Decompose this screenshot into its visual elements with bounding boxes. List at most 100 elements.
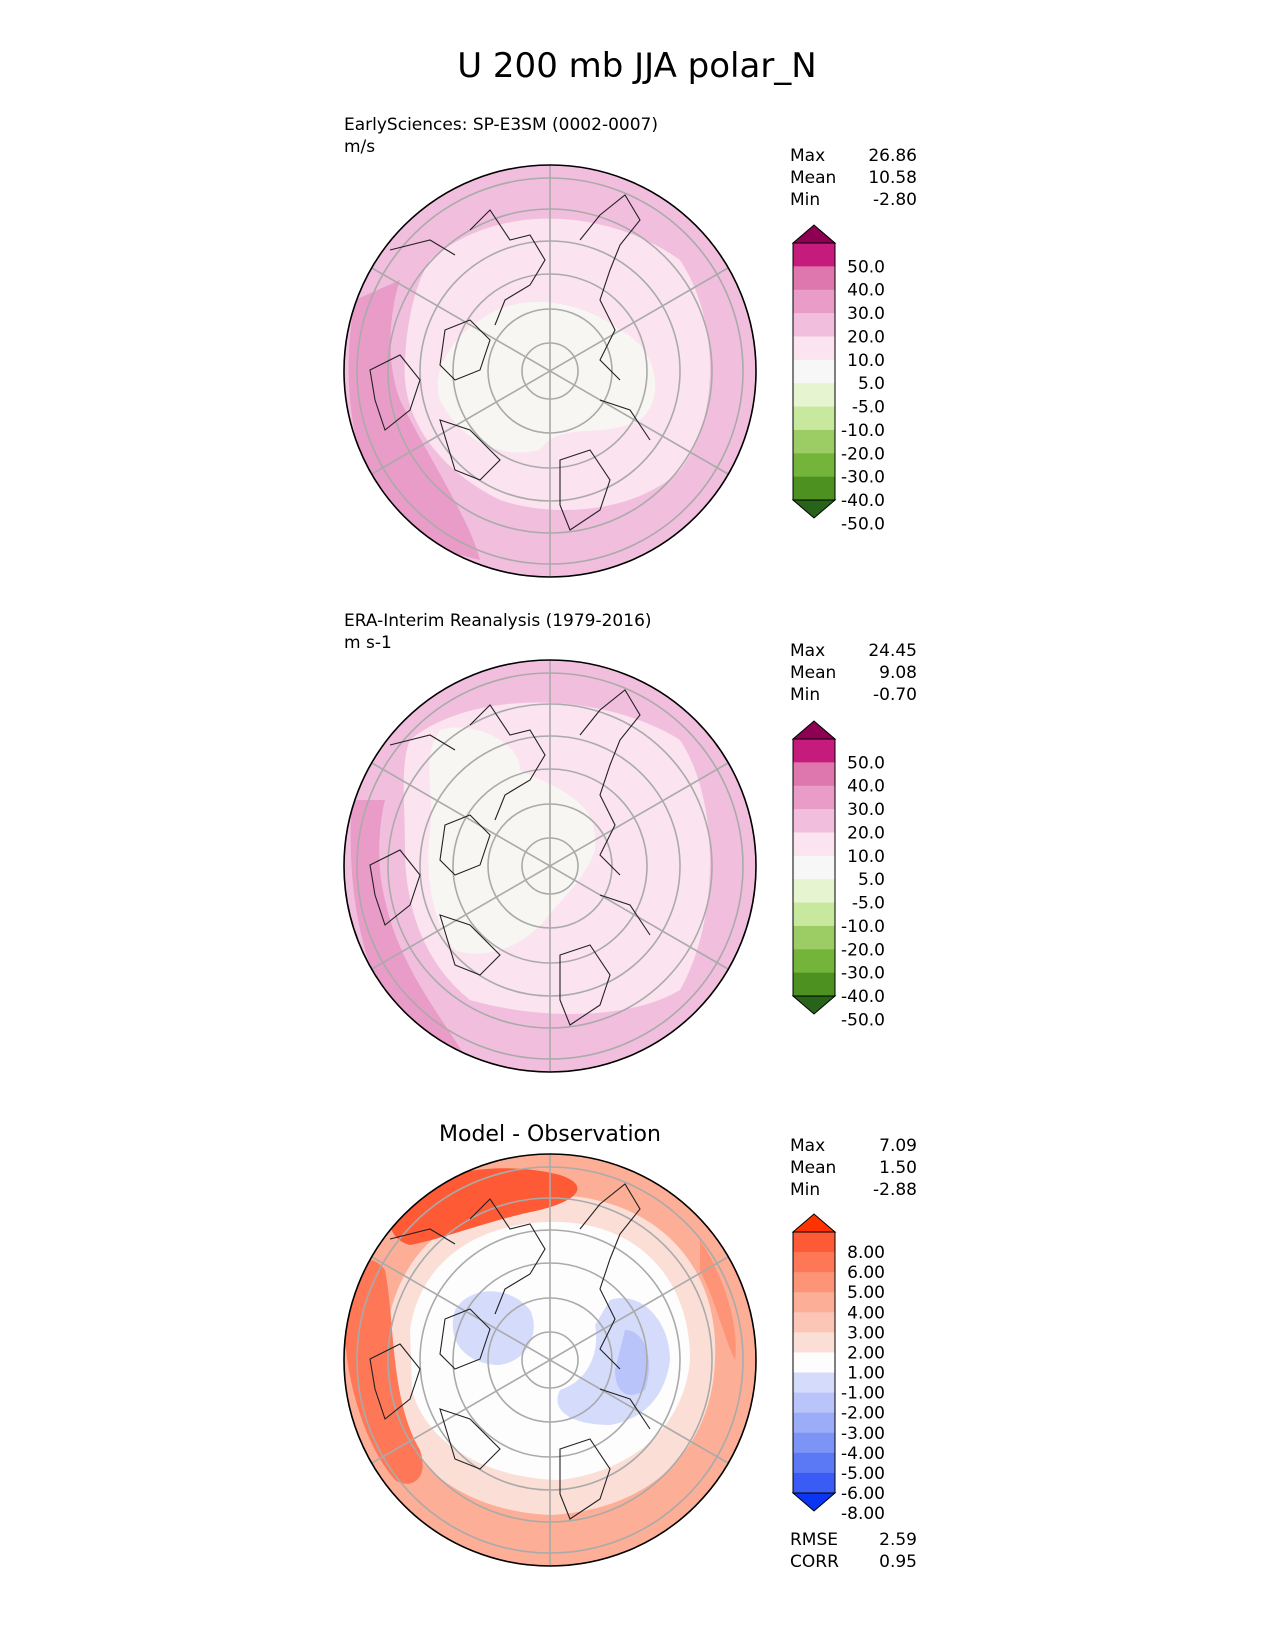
colorbar-segment [793, 1372, 835, 1394]
stat-value: 10.58 [868, 168, 917, 188]
colorbar-segment [793, 359, 835, 384]
colorbar-tick-label: -6.00 [841, 1484, 885, 1504]
graticule [356, 660, 744, 1072]
graticule [356, 165, 744, 577]
coastlines [369, 194, 651, 531]
colorbar-tick-label: 40.0 [847, 281, 885, 301]
stat-label: Min [790, 685, 820, 705]
colorbar-tick-label: -1.00 [841, 1384, 885, 1404]
colorbar-tick-label: 6.00 [847, 1263, 885, 1283]
negative-core-east [615, 1330, 649, 1395]
colorbar-tick-label: 50.0 [847, 257, 885, 277]
figure-title: U 200 mb JJA polar_N [457, 46, 817, 86]
stat-value: 2.59 [879, 1530, 917, 1550]
colorbar-tick-label: -40.0 [841, 987, 885, 1007]
colorbar-tick-label: 2.00 [847, 1343, 885, 1363]
colorbar-tick-label: 5.00 [847, 1283, 885, 1303]
stat-value: 26.86 [868, 146, 917, 166]
colorbar-extend-min [791, 499, 837, 519]
colorbar-segment [793, 949, 835, 974]
stat-value: 7.09 [879, 1136, 917, 1156]
colorbar-segment [793, 336, 835, 361]
colorbar-extend-max [791, 1213, 837, 1233]
polar-map-model [343, 164, 757, 578]
polar-map-reference [343, 659, 757, 1073]
colorbar-tick-label: -50.0 [841, 1010, 885, 1030]
colorbar-segment [793, 1432, 835, 1454]
stat-value: 9.08 [879, 663, 917, 683]
stat-value: -2.88 [873, 1180, 917, 1200]
colorbar-segment [793, 1472, 835, 1494]
colorbar-segment [793, 453, 835, 478]
colorbar-tick-label: 10.0 [847, 847, 885, 867]
colorbar-difference: 8.006.005.004.003.002.001.00-1.00-2.00-3… [791, 1213, 885, 1524]
colorbar-segment [793, 1272, 835, 1293]
colorbar-segment [793, 406, 835, 431]
panel-model-units: m/s [344, 137, 375, 157]
colorbar-segment [793, 289, 835, 314]
stat-value: 0.95 [879, 1552, 917, 1572]
colorbar-segment [793, 1452, 835, 1474]
colorbar-tick-label: 5.0 [858, 374, 885, 394]
colorbar-tick-label: 4.00 [847, 1303, 885, 1323]
colorbar-tick-label: 20.0 [847, 823, 885, 843]
polar-map-difference [343, 1153, 757, 1567]
error-stats-difference: RMSE 2.59 CORR 0.95 [790, 1530, 917, 1572]
colorbar-segment [793, 809, 835, 833]
colorbar-reference: 50.0 40.0 30.0 20.0 10.0 5.0 -5.0 -10.0 -20.0 -30… [791, 720, 885, 1030]
map-boundary [343, 164, 757, 578]
stat-label: Mean [790, 1158, 836, 1178]
colorbar-tick-label: 5.0 [858, 870, 885, 890]
colorbar-tick-label: -20.0 [841, 444, 885, 464]
colorbar-tick-label: -20.0 [841, 940, 885, 960]
colorbar-segment [793, 243, 835, 267]
positive-max-east [700, 1240, 736, 1360]
colorbar-segment [793, 925, 835, 950]
colorbar-tick-label: -3.00 [841, 1424, 885, 1444]
colorbar-segment [793, 739, 835, 763]
polar-cap-region [437, 301, 656, 453]
colorbar-extend-max [791, 720, 837, 740]
colorbar-tick-label: -5.0 [852, 398, 885, 418]
colorbar-segment [793, 1292, 835, 1313]
jet-max-region [350, 800, 470, 1065]
panel-difference: Model - Observation [343, 1122, 917, 1572]
stat-label: Max [790, 641, 825, 661]
colorbar-segment [793, 1412, 835, 1434]
stat-value: -2.80 [873, 190, 917, 210]
colorbar-segment [793, 902, 835, 927]
colorbar-tick-label: 1.00 [847, 1364, 885, 1384]
panel-model: EarlySciences: SP-E3SM (0002-0007) m/s [343, 115, 917, 578]
colorbar-tick-label: -2.00 [841, 1404, 885, 1424]
colorbar-tick-label: -30.0 [841, 964, 885, 984]
colorbar-tick-label: 50.0 [847, 753, 885, 773]
colorbar-tick-label: 30.0 [847, 800, 885, 820]
panel-model-subtitle: EarlySciences: SP-E3SM (0002-0007) [344, 115, 658, 135]
colorbar-segment [793, 762, 835, 787]
colorbar-tick-label: 8.00 [847, 1243, 885, 1263]
panel-difference-title: Model - Observation [439, 1122, 661, 1147]
colorbar-segment [793, 1232, 835, 1253]
colorbar-segment [793, 1392, 835, 1414]
colorbar-segment [793, 1332, 835, 1353]
stat-value: -0.70 [873, 685, 917, 705]
colorbar-segment [793, 855, 835, 880]
stat-label: CORR [790, 1552, 839, 1572]
coastlines [369, 689, 651, 1026]
colorbar-extend-max [791, 224, 837, 244]
colorbar-segment [793, 1352, 835, 1374]
stats-model: Max 26.86 Mean 10.58 Min -2.80 [790, 146, 917, 210]
colorbar-tick-label: -5.00 [841, 1464, 885, 1484]
colorbar-tick-label: -50.0 [841, 514, 885, 534]
colorbar-model: 50.0 40.0 30.0 20.0 10.0 5.0 -5.0 -10.0 -20.0 -30… [791, 224, 885, 534]
colorbar-tick-label: -10.0 [841, 421, 885, 441]
colorbar-extend-min [791, 995, 837, 1015]
stats-difference: Max 7.09 Mean 1.50 Min -2.88 [790, 1136, 917, 1200]
colorbar-segment [793, 476, 835, 501]
stat-value: 1.50 [879, 1158, 917, 1178]
colorbar-segment [793, 972, 835, 997]
map-boundary [343, 659, 757, 1073]
stat-label: RMSE [790, 1530, 838, 1550]
colorbar-segment [793, 1312, 835, 1333]
